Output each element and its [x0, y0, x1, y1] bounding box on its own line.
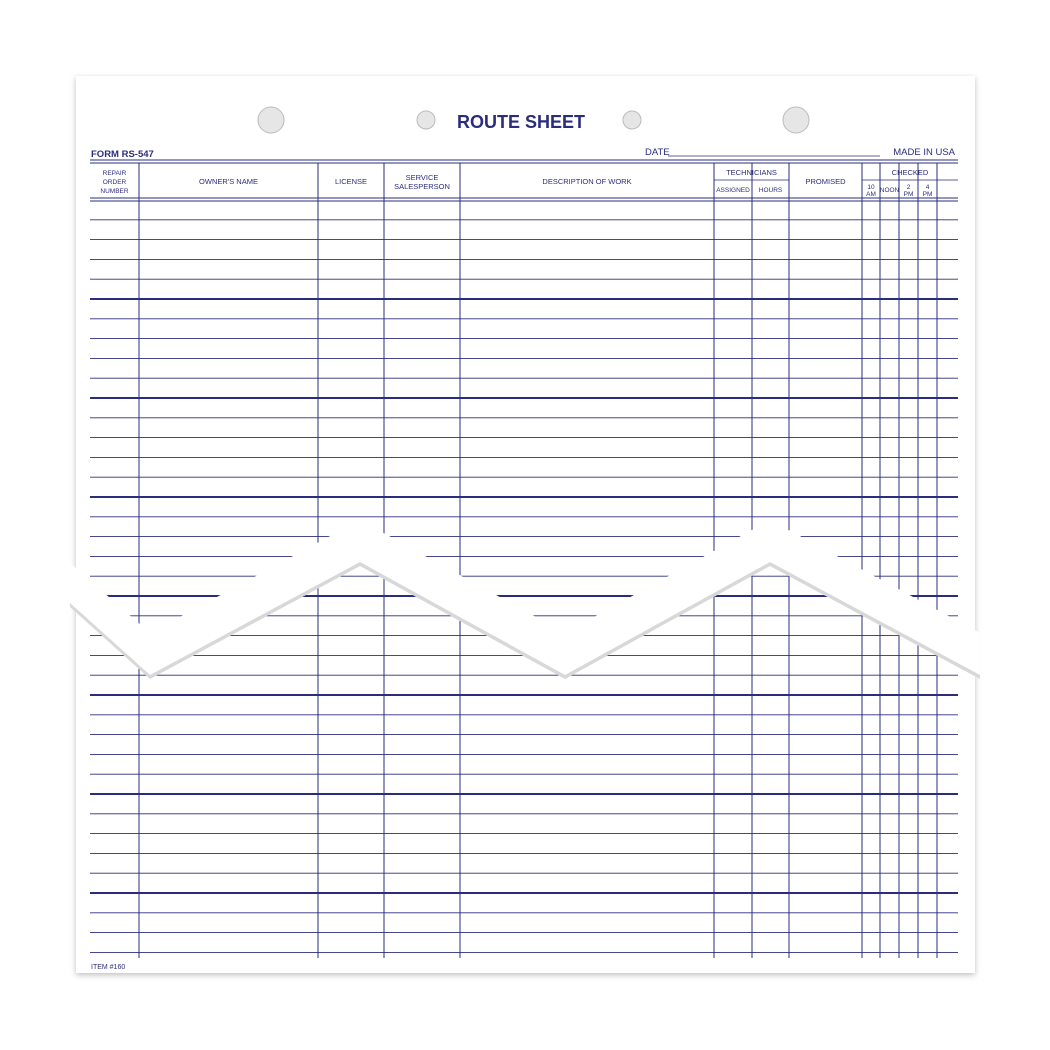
header-2pm-2: PM	[904, 191, 914, 198]
punch-hole	[257, 106, 285, 134]
header-repair-3: NUMBER	[100, 188, 128, 195]
made-in-usa: MADE IN USA	[893, 147, 955, 158]
header-repair-1: REPAIR	[103, 170, 127, 177]
header-service-2: SALESPERSON	[394, 182, 450, 191]
torn-gap	[70, 520, 980, 679]
punch-hole	[782, 106, 810, 134]
header-4pm-2: PM	[923, 191, 933, 198]
column-headers: REPAIR ORDER NUMBER OWNER'S NAME LICENSE…	[100, 168, 932, 198]
item-number: ITEM #160	[91, 964, 125, 971]
header-owner: OWNER'S NAME	[199, 177, 258, 186]
header-noon: NOON	[880, 187, 900, 194]
punch-hole	[416, 110, 436, 130]
header-description: DESCRIPTION OF WORK	[542, 177, 631, 186]
header-2pm-1: 2	[907, 184, 911, 191]
header-repair-2: ORDER	[103, 179, 127, 186]
header-10am-1: 10	[867, 184, 875, 191]
form-grid	[90, 159, 958, 958]
header-license: LICENSE	[335, 177, 367, 186]
form-title: ROUTE SHEET	[457, 112, 585, 132]
header-hours: HOURS	[759, 187, 783, 194]
punch-hole	[622, 110, 642, 130]
header-service-1: SERVICE	[406, 173, 439, 182]
form-number: FORM RS-547	[91, 149, 154, 160]
punch-holes	[257, 106, 810, 134]
date-label: DATE	[645, 147, 670, 158]
header-promised: PROMISED	[805, 177, 846, 186]
header-technicians: TECHNICIANS	[726, 168, 777, 177]
header-assigned: ASSIGNED	[716, 187, 750, 194]
paper	[76, 76, 975, 973]
header-checked: CHECKED	[892, 168, 929, 177]
tear-gap	[70, 520, 980, 675]
header-10am-2: AM	[866, 191, 876, 198]
header-4pm-1: 4	[926, 184, 930, 191]
